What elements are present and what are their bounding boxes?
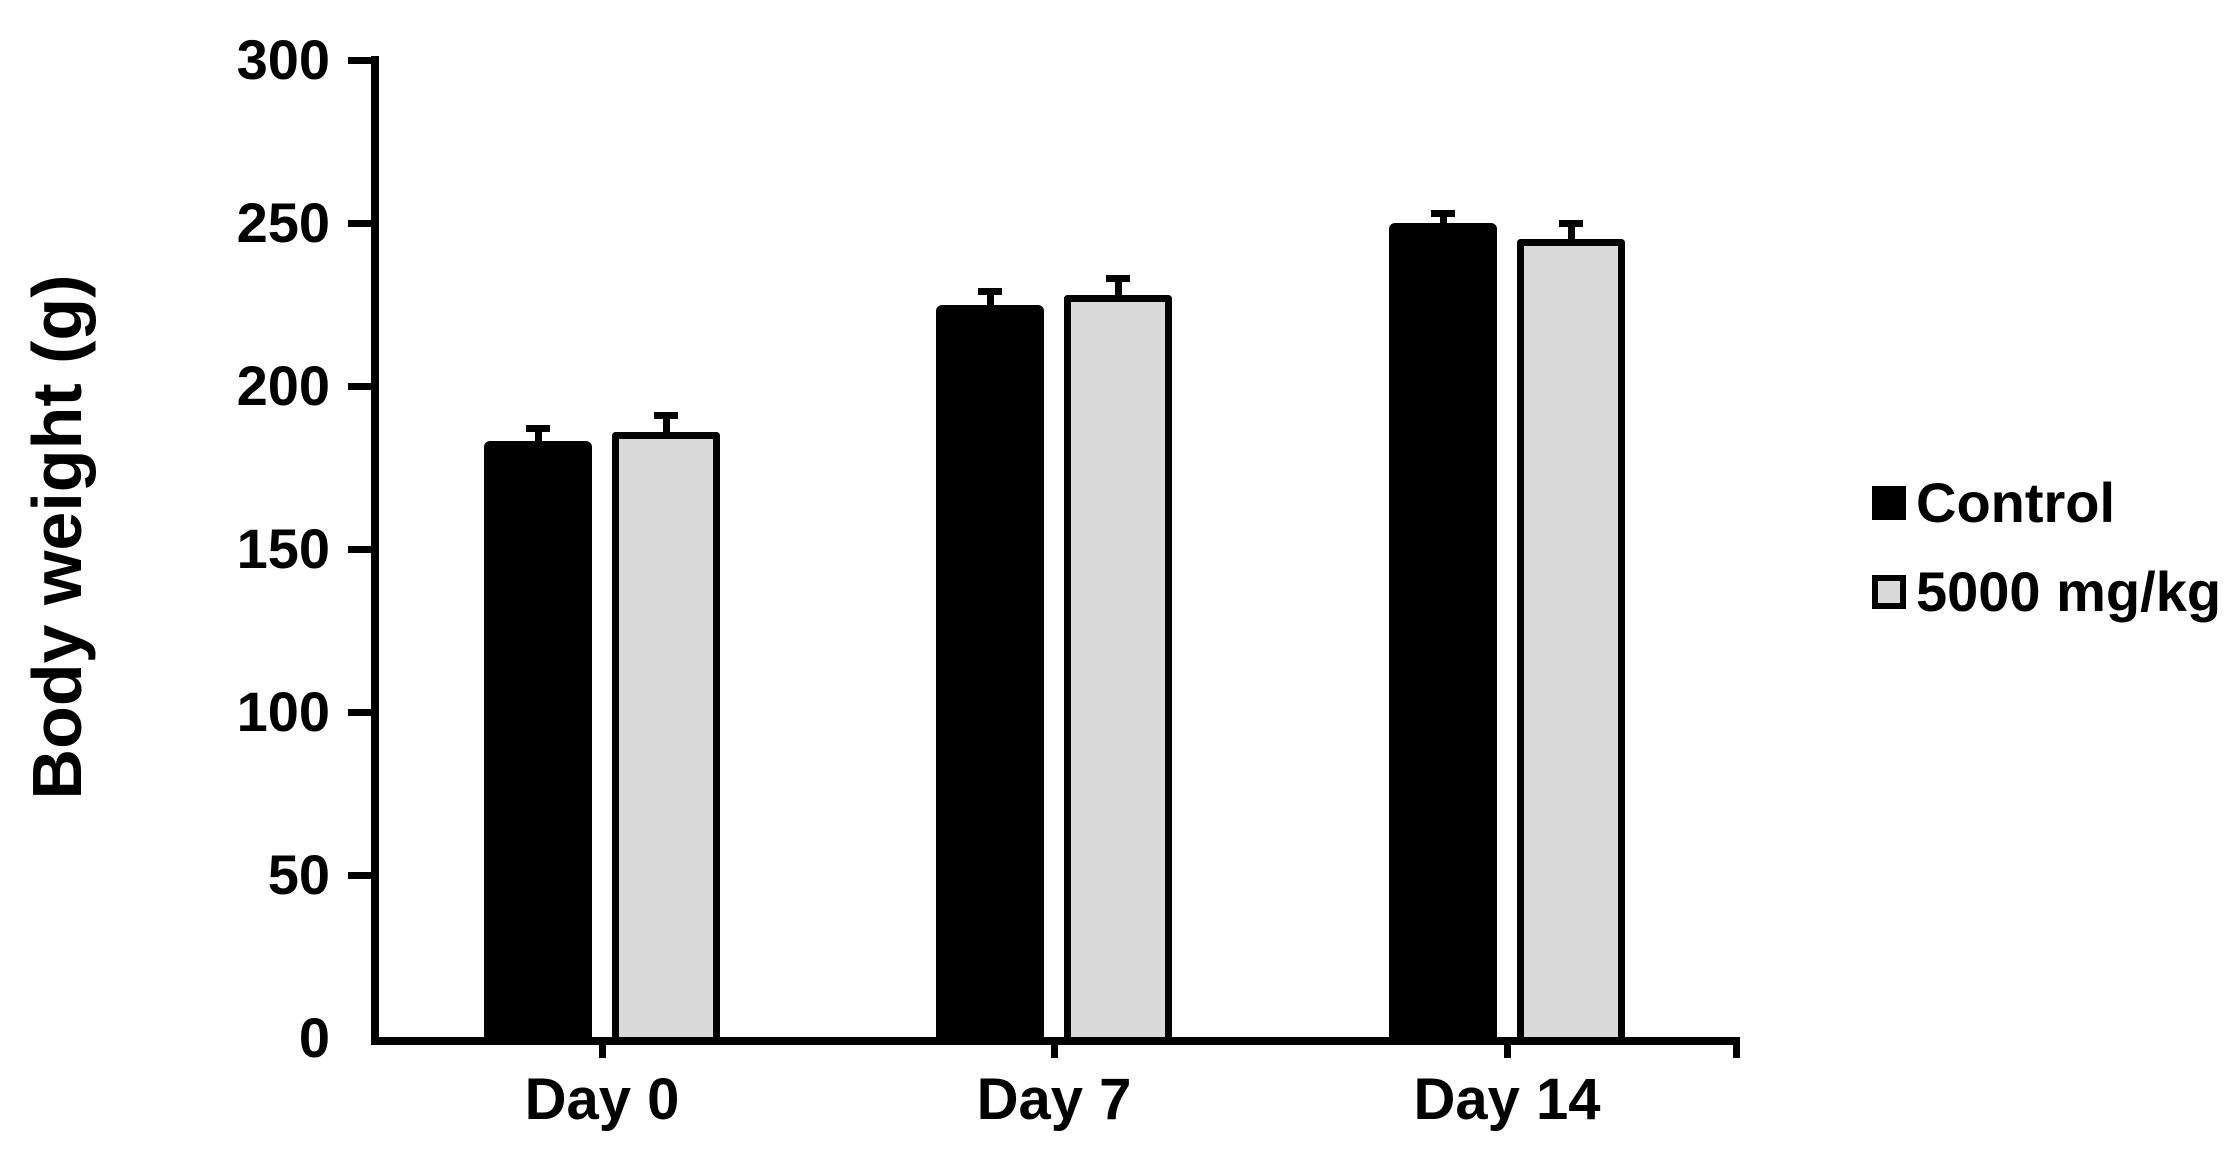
y-tick-label-250: 250: [236, 191, 330, 254]
bar-5000-mg-kg-day-7: [1064, 294, 1172, 1041]
error-bar-stem-5000-mg-kg-day-14: [1567, 225, 1575, 241]
legend-swatch-5000-mg-kg: [1872, 575, 1906, 609]
y-tick-label-100: 100: [236, 680, 330, 743]
y-axis-tick: [348, 56, 375, 64]
legend-label-control: Control: [1916, 471, 2116, 534]
x-axis-tick-day-14: [1503, 1045, 1511, 1058]
x-axis-tick-day-0: [598, 1045, 606, 1058]
x-axis-tick-day-7: [1050, 1045, 1058, 1058]
y-axis-tick: [348, 871, 375, 879]
bar-5000-mg-kg-day-0: [612, 431, 720, 1041]
y-axis-tick: [348, 545, 375, 553]
error-bar-cap-control-day-7: [978, 288, 1002, 296]
legend-swatch-control: [1872, 486, 1906, 520]
y-axis-tick: [348, 219, 375, 227]
y-tick-label-200: 200: [236, 354, 330, 417]
y-axis-tick: [348, 382, 375, 390]
y-axis-tick: [348, 708, 375, 716]
error-bar-stem-5000-mg-kg-day-7: [1114, 281, 1122, 296]
x-category-label-day-7: Day 7: [976, 1067, 1132, 1132]
legend-item-5000-mg-kg: 5000 mg/kg: [1872, 559, 2221, 625]
bar-control-day-0: [484, 441, 592, 1041]
bar-control-day-7: [936, 304, 1044, 1041]
y-axis-line: [371, 56, 379, 1045]
x-category-label-day-14: Day 14: [1413, 1067, 1601, 1132]
legend-label-5000-mg-kg: 5000 mg/kg: [1916, 560, 2222, 623]
legend-item-control: Control: [1872, 470, 2221, 536]
error-bar-stem-control-day-14: [1439, 215, 1447, 224]
x-category-label-day-0: Day 0: [524, 1067, 680, 1132]
bar-control-day-14: [1389, 223, 1497, 1041]
error-bar-cap-5000-mg-kg-day-7: [1106, 275, 1130, 283]
y-tick-label-50: 50: [267, 843, 330, 906]
y-tick-label-150: 150: [236, 517, 330, 580]
y-axis-title: Body weight (g): [18, 274, 96, 800]
error-bar-stem-control-day-0: [534, 431, 542, 443]
bar-5000-mg-kg-day-14: [1517, 239, 1625, 1041]
error-bar-stem-control-day-7: [986, 294, 994, 306]
y-tick-label-300: 300: [236, 28, 330, 91]
error-bar-cap-5000-mg-kg-day-0: [654, 412, 678, 420]
y-tick-label-0: 0: [298, 1006, 330, 1069]
x-axis-end-tick: [1733, 1045, 1740, 1058]
error-bar-stem-5000-mg-kg-day-0: [662, 418, 670, 433]
legend: Control 5000 mg/kg: [1872, 470, 2221, 625]
x-axis-line: [371, 1037, 1740, 1045]
error-bar-cap-control-day-14: [1431, 209, 1455, 217]
error-bar-cap-5000-mg-kg-day-14: [1559, 219, 1583, 227]
error-bar-cap-control-day-0: [526, 425, 550, 433]
